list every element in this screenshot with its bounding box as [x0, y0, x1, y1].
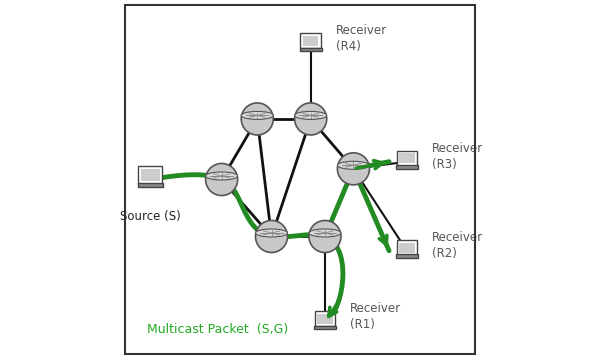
- Ellipse shape: [256, 229, 287, 237]
- FancyBboxPatch shape: [314, 326, 336, 329]
- FancyBboxPatch shape: [399, 154, 415, 163]
- FancyBboxPatch shape: [141, 169, 160, 181]
- Ellipse shape: [337, 161, 370, 169]
- FancyBboxPatch shape: [137, 183, 163, 187]
- Circle shape: [256, 220, 287, 252]
- Circle shape: [295, 103, 327, 135]
- FancyBboxPatch shape: [303, 36, 319, 46]
- FancyBboxPatch shape: [396, 254, 418, 258]
- FancyBboxPatch shape: [139, 166, 163, 184]
- Text: Receiver
(R3): Receiver (R3): [432, 142, 483, 171]
- FancyBboxPatch shape: [399, 243, 415, 252]
- Circle shape: [309, 220, 341, 252]
- Text: Receiver
(R2): Receiver (R2): [432, 231, 483, 260]
- Circle shape: [206, 163, 238, 196]
- Circle shape: [337, 153, 370, 185]
- Circle shape: [241, 103, 273, 135]
- Ellipse shape: [241, 111, 273, 120]
- FancyBboxPatch shape: [300, 48, 322, 51]
- FancyBboxPatch shape: [397, 240, 417, 255]
- Text: Receiver
(R4): Receiver (R4): [335, 24, 387, 53]
- FancyBboxPatch shape: [396, 165, 418, 169]
- Ellipse shape: [295, 111, 327, 120]
- FancyBboxPatch shape: [317, 314, 332, 324]
- FancyBboxPatch shape: [301, 33, 321, 48]
- Text: Source (S): Source (S): [120, 210, 181, 223]
- Ellipse shape: [206, 172, 238, 180]
- Text: Multicast Packet  (S,G): Multicast Packet (S,G): [147, 323, 288, 336]
- Text: Receiver
(R1): Receiver (R1): [350, 302, 401, 331]
- FancyBboxPatch shape: [397, 151, 417, 166]
- FancyBboxPatch shape: [315, 311, 335, 326]
- Ellipse shape: [309, 229, 341, 237]
